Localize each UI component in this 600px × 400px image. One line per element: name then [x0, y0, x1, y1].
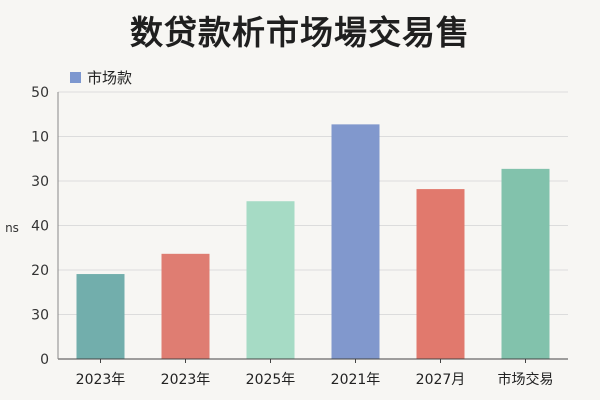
bar	[76, 274, 125, 359]
y-axis-ticks: 0 30 20 40 30 10 50	[31, 85, 49, 368]
y-tick-label: 30	[31, 308, 49, 324]
y-tick-label: 0	[40, 352, 49, 368]
bar	[246, 201, 295, 359]
bar	[331, 124, 380, 359]
x-axis-ticks: 2023年 2023年 2025年 2021年 2027月 市场交易	[76, 359, 554, 388]
y-tick-label: 30	[31, 174, 49, 190]
x-tick-label: 2021年	[331, 372, 381, 388]
legend-swatch	[70, 72, 81, 83]
y-tick-label: 10	[31, 130, 49, 146]
bars	[76, 124, 550, 359]
y-axis-label: ns	[5, 221, 19, 235]
gridlines	[58, 91, 568, 315]
x-tick-label: 2023年	[76, 372, 126, 388]
chart-legend: 市场款	[70, 67, 132, 88]
y-tick-label: 40	[31, 219, 49, 235]
x-tick-label: 2023年	[161, 372, 211, 388]
bar	[501, 168, 550, 359]
x-tick-label: 市场交易	[498, 371, 554, 388]
bar	[161, 253, 210, 359]
bar	[416, 189, 465, 359]
legend-label: 市场款	[87, 69, 133, 87]
chart-title: 数贷款析市场場交易售	[130, 13, 470, 52]
y-tick-label: 20	[31, 263, 49, 279]
x-tick-label: 2027月	[416, 372, 466, 388]
x-tick-label: 2025年	[246, 372, 296, 388]
y-tick-label: 50	[31, 85, 49, 101]
